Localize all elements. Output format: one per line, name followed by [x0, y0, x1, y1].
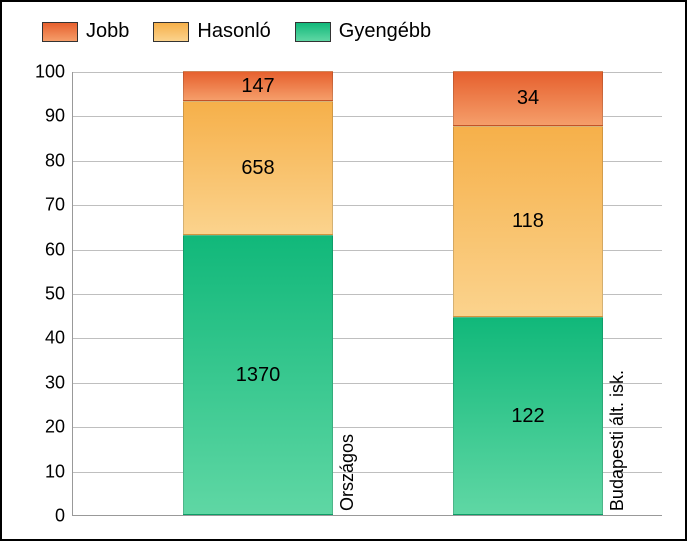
- legend-item-hasonlo: Hasonló: [153, 20, 270, 43]
- bar-group-budapesti: 122 118 34: [453, 71, 603, 515]
- legend-item-gyengebb: Gyengébb: [295, 20, 431, 43]
- ytick-label: 60: [23, 239, 73, 260]
- legend-label-gyengebb: Gyengébb: [339, 20, 431, 43]
- bar-value-label: 1370: [236, 364, 281, 387]
- bar-group-orszagos: 1370 658 147: [183, 71, 333, 515]
- legend-swatch-gyengebb: [295, 22, 331, 42]
- ytick-label: 40: [23, 328, 73, 349]
- ytick-label: 50: [23, 284, 73, 305]
- category-axis-label-budapesti: Budapesti ált. isk.: [607, 370, 628, 511]
- ytick-label: 0: [23, 506, 73, 527]
- bar-segment-orszagos-gyengebb: 1370: [183, 235, 333, 515]
- bar-value-label: 34: [517, 87, 539, 110]
- ytick-label: 30: [23, 372, 73, 393]
- category-axis-label-orszagos: Országos: [337, 434, 358, 511]
- bar-segment-orszagos-hasonlo: 658: [183, 101, 333, 235]
- bar-segment-budapesti-gyengebb: 122: [453, 317, 603, 515]
- bar-value-label: 658: [241, 157, 274, 180]
- ytick-label: 100: [23, 62, 73, 83]
- bar-segment-budapesti-jobb: 34: [453, 71, 603, 126]
- bar-segment-orszagos-jobb: 147: [183, 71, 333, 101]
- bar-value-label: 147: [241, 75, 274, 98]
- legend: Jobb Hasonló Gyengébb: [42, 20, 431, 43]
- chart-container: Jobb Hasonló Gyengébb 0 10 20 30 40 50 60 70 80 9…: [0, 0, 687, 541]
- bar-value-label: 118: [512, 210, 544, 233]
- legend-item-jobb: Jobb: [42, 20, 129, 43]
- ytick-label: 70: [23, 195, 73, 216]
- legend-label-jobb: Jobb: [86, 20, 129, 43]
- legend-swatch-jobb: [42, 22, 78, 42]
- bar-value-label: 122: [511, 405, 544, 428]
- ytick-label: 80: [23, 150, 73, 171]
- legend-swatch-hasonlo: [153, 22, 189, 42]
- ytick-label: 90: [23, 106, 73, 127]
- bar-segment-budapesti-hasonlo: 118: [453, 126, 603, 317]
- ytick-label: 20: [23, 417, 73, 438]
- ytick-label: 10: [23, 461, 73, 482]
- plot-area: 01020304050607080901001370658147Országos…: [72, 72, 662, 516]
- legend-label-hasonlo: Hasonló: [197, 20, 270, 43]
